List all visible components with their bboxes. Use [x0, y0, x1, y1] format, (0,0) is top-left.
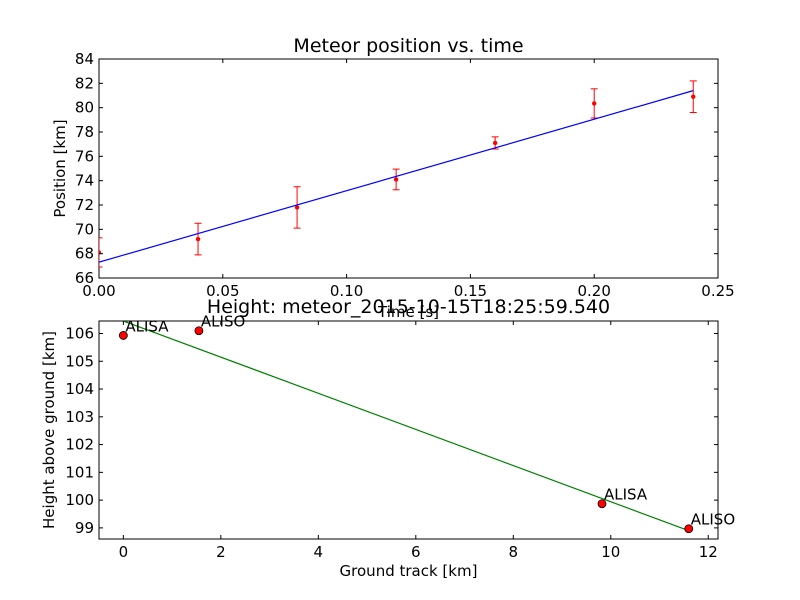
series-line	[99, 90, 694, 263]
data-point	[118, 331, 128, 340]
x-axis-label: Ground track [km]	[340, 562, 478, 580]
chart-title: Meteor position vs. time	[293, 35, 523, 57]
y-tick-label: 84	[75, 50, 94, 68]
y-tick-label: 104	[65, 380, 94, 398]
x-tick-label: 0.15	[454, 282, 487, 300]
point-annotation: ALISO	[201, 313, 245, 331]
y-tick-label: 70	[75, 220, 94, 238]
point-annotation: ALISA	[125, 317, 169, 335]
y-tick-label: 78	[75, 123, 94, 141]
data-point	[597, 499, 607, 509]
chart-meteor-position: 0.00 0.05 0.10 0.15 0.20 0.25 66 68 70 72 74 76 78 80…	[51, 35, 735, 321]
data-point	[294, 205, 300, 210]
x-axis-label: Time [s]	[377, 303, 439, 321]
x-tick-label: 0.25	[701, 282, 734, 300]
data-point	[691, 94, 696, 99]
plot-frame	[98, 320, 719, 540]
y-tick-label: 103	[65, 408, 94, 426]
y-tick-label: 82	[75, 74, 94, 92]
data-point	[492, 140, 498, 146]
chart-title: Height: meteor_2015-10-15T18:25:59.540	[207, 296, 610, 318]
y-tick-label: 102	[65, 436, 94, 454]
point-annotation: ALISO	[691, 511, 735, 529]
x-tick-label: 0.10	[330, 282, 363, 300]
plot-frame	[98, 58, 719, 279]
point-annotation: ALISA	[604, 486, 648, 504]
plot-area	[118, 321, 694, 534]
x-tick-label: 6	[411, 543, 421, 561]
x-tick-label: 0.05	[206, 282, 239, 300]
y-tick-label: 80	[75, 99, 94, 117]
plot-area	[99, 80, 697, 268]
x-tick-label: 10	[601, 543, 620, 561]
y-tick-label: 66	[75, 269, 94, 287]
x-tick-label: 12	[699, 543, 718, 561]
y-tick-label: 100	[65, 491, 94, 509]
x-tick-label: 0	[119, 543, 129, 561]
y-tick-label: 106	[65, 324, 94, 342]
series-line	[123, 321, 689, 532]
data-point	[194, 326, 204, 336]
x-tick-label: 8	[509, 543, 519, 561]
data-point	[592, 101, 597, 106]
x-tick-label: 0.20	[577, 282, 610, 300]
y-axis-label: Position [km]	[51, 119, 69, 217]
y-tick-label: 68	[75, 245, 94, 263]
y-tick-label: 99	[75, 519, 94, 537]
x-tick-label: 4	[314, 543, 324, 561]
y-tick-label: 72	[75, 196, 94, 214]
y-tick-label: 76	[75, 147, 94, 165]
chart-height-profile: 0 2 4 6 8 10 12 99 100 101 102 103 104 105 106 ALISA ALI…	[40, 296, 735, 580]
y-tick-label: 74	[75, 172, 94, 190]
y-axis-label: Height above ground [km]	[40, 331, 58, 529]
data-point	[195, 236, 201, 242]
data-point	[684, 524, 694, 534]
y-tick-label: 101	[65, 463, 94, 481]
x-tick-label: 2	[216, 543, 226, 561]
x-tick-label: 0.00	[82, 282, 115, 300]
data-point	[393, 177, 399, 182]
y-tick-label: 105	[65, 352, 94, 370]
